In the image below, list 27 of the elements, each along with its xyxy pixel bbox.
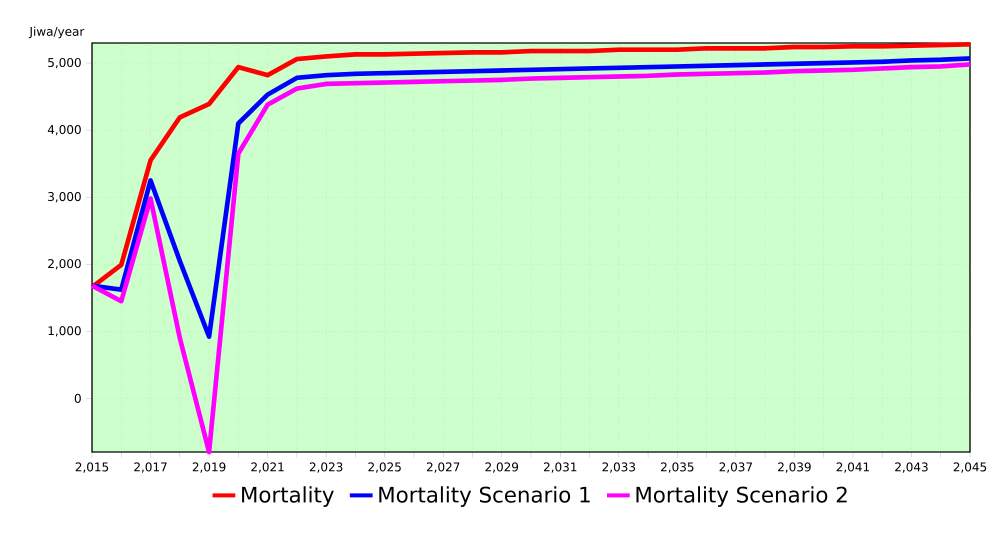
x-tick-label: 2,025 — [368, 462, 401, 473]
legend-label: Mortality Scenario 2 — [636, 486, 847, 507]
x-tick-label: 2,029 — [485, 462, 518, 473]
x-tick-label: 2,015 — [76, 462, 108, 473]
x-tick-label: 2,037 — [720, 462, 752, 473]
legend-label: Mortality Scenario 1 — [379, 486, 590, 507]
y-tick-label: 0 — [74, 394, 81, 403]
x-tick-label: 2,041 — [836, 462, 869, 473]
x-tick-label: 2,021 — [251, 462, 284, 473]
x-tick-label: 2,027 — [426, 462, 460, 473]
y-tick-label: 3,000 — [48, 192, 81, 202]
y-tick-label: 1,000 — [48, 326, 81, 336]
y-axis-title: Jiwa/year — [28, 26, 84, 38]
x-tick-label: 2,039 — [778, 462, 811, 473]
x-tick-label: 2,017 — [134, 462, 167, 473]
x-tick-label: 2,033 — [602, 462, 636, 473]
y-tick-label: 2,000 — [48, 259, 81, 270]
x-tick-label: 2,019 — [192, 462, 226, 473]
x-tick-label: 2,043 — [895, 462, 928, 473]
legend-label: Mortality — [242, 486, 334, 507]
x-tick-label: 2,045 — [954, 462, 986, 473]
line-series — [90, 62, 972, 454]
x-tick-label: 2,023 — [310, 462, 342, 473]
x-tick-label: 2,035 — [661, 462, 694, 473]
y-tick-label: 4,000 — [48, 125, 81, 136]
x-tick-label: 2,031 — [544, 462, 576, 473]
y-tick-label: 5,000 — [48, 58, 81, 68]
